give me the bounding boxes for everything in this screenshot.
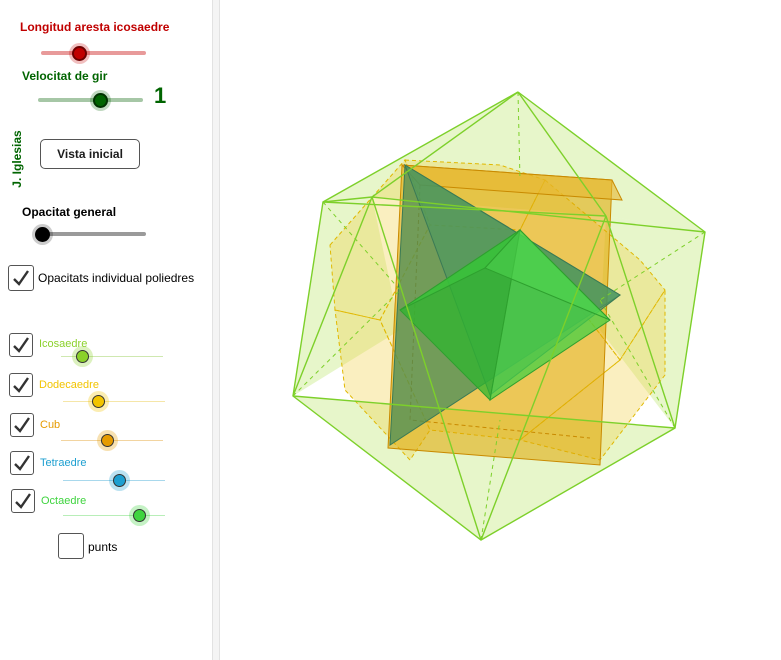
points-checkbox[interactable]	[58, 533, 84, 559]
tetrahedron-label: Tetraedre	[40, 457, 87, 469]
edge-length-knob[interactable]	[72, 46, 87, 61]
octahedron-faces	[399, 228, 611, 402]
dodecahedron-checkbox[interactable]	[9, 373, 33, 397]
general-opacity-track[interactable]	[38, 232, 146, 236]
octahedron-label: Octaedre	[41, 495, 87, 507]
graphics-view-3d[interactable]	[220, 0, 781, 660]
icosahedron-label: Icosaedre	[39, 338, 88, 350]
individual-opacity-checkbox[interactable]	[8, 265, 34, 291]
author-credit: J. Iglesias	[10, 130, 24, 188]
dodecahedron-label: Dodecaedre	[39, 379, 99, 391]
checkmark-icon	[13, 377, 29, 393]
individual-opacity-label: Opacitats individual poliedres	[38, 271, 195, 285]
icosahedron-hidden-edges	[292, 91, 706, 541]
checkmark-icon	[14, 455, 30, 471]
rotation-speed-label: Velocitat de gir	[22, 69, 108, 83]
octahedron-opacity-track[interactable]	[63, 515, 165, 516]
icosahedron-checkbox[interactable]	[9, 333, 33, 357]
checkmark-icon	[13, 270, 29, 286]
icosahedron-opacity-knob[interactable]	[76, 350, 89, 363]
rotation-speed-value: 1	[154, 83, 167, 108]
cube-opacity-knob[interactable]	[101, 434, 114, 447]
control-panel: Longitud aresta icosaedre Velocitat de g…	[0, 0, 212, 660]
tetrahedron-checkbox[interactable]	[10, 451, 34, 475]
octahedron-checkbox[interactable]	[11, 489, 35, 513]
general-opacity-knob[interactable]	[35, 227, 50, 242]
icosahedron-opacity-track[interactable]	[61, 356, 163, 357]
edge-length-label: Longitud aresta icosaedre	[20, 20, 170, 34]
octahedron-opacity-knob[interactable]	[133, 509, 146, 522]
rotation-speed-track[interactable]	[38, 98, 143, 102]
rotation-speed-knob[interactable]	[93, 93, 108, 108]
checkmark-icon	[15, 493, 31, 509]
tetrahedron-opacity-knob[interactable]	[113, 474, 126, 487]
cube-checkbox[interactable]	[10, 413, 34, 437]
edge-length-track[interactable]	[41, 51, 146, 55]
dodecahedron-opacity-knob[interactable]	[92, 395, 105, 408]
polyhedra-scene	[292, 91, 706, 541]
initial-view-button[interactable]: Vista inicial	[40, 139, 140, 169]
dodecahedron-opacity-track[interactable]	[63, 401, 165, 402]
points-label: punts	[88, 540, 118, 554]
general-opacity-label: Opacitat general	[22, 205, 117, 219]
checkmark-icon	[13, 337, 29, 353]
panel-divider[interactable]	[212, 0, 220, 660]
checkmark-icon	[14, 417, 30, 433]
cube-label: Cub	[40, 419, 61, 431]
